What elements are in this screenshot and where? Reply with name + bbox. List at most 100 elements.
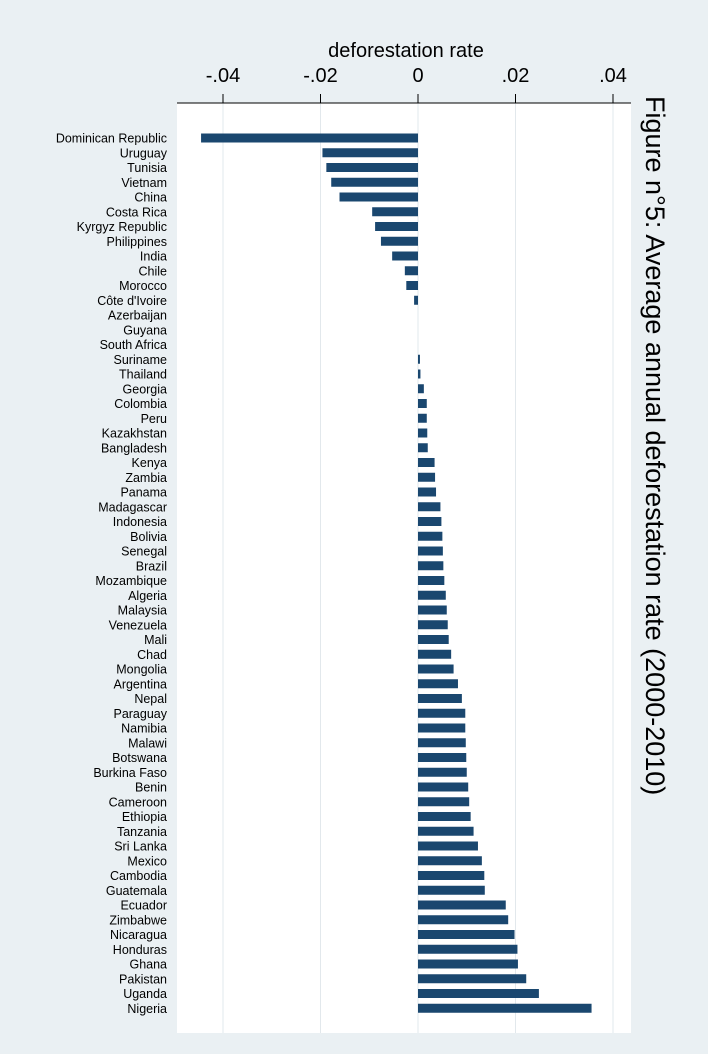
bar xyxy=(418,694,462,703)
bar xyxy=(418,576,445,585)
category-label: South Africa xyxy=(100,338,167,352)
bar xyxy=(418,1003,592,1013)
category-label: Pakistan xyxy=(119,972,167,986)
category-label: China xyxy=(134,191,167,205)
bar xyxy=(418,664,454,674)
bar xyxy=(418,826,474,836)
bar xyxy=(418,517,442,526)
category-label: Argentina xyxy=(113,677,167,691)
category-label: Peru xyxy=(141,412,167,426)
bar xyxy=(418,856,482,866)
category-label: Honduras xyxy=(113,943,167,957)
category-label: Madagascar xyxy=(98,500,167,514)
category-label: Kazakhstan xyxy=(102,427,167,441)
category-label: Namibia xyxy=(121,722,167,736)
category-label: Morocco xyxy=(119,279,167,293)
bar xyxy=(418,885,485,895)
category-label: Nicaragua xyxy=(110,928,167,942)
bar xyxy=(331,177,418,187)
category-label: Ghana xyxy=(129,958,167,972)
category-label: Benin xyxy=(135,781,167,795)
bar xyxy=(339,192,418,202)
category-label: Guatemala xyxy=(106,884,167,898)
category-labels: Dominican RepublicUruguayTunisiaVietnamC… xyxy=(56,132,168,1016)
category-label: Burkina Faso xyxy=(93,766,167,780)
bar xyxy=(404,266,418,276)
category-label: Zimbabwe xyxy=(109,913,167,927)
category-label: Dominican Republic xyxy=(56,132,167,146)
category-label: Nepal xyxy=(134,692,167,706)
category-label: Chad xyxy=(137,648,167,662)
bar xyxy=(418,812,471,821)
bars xyxy=(201,133,592,1013)
bar xyxy=(418,561,444,571)
category-label: Bolivia xyxy=(130,530,167,544)
bar xyxy=(418,841,478,851)
category-label: Mali xyxy=(144,633,167,647)
category-label: Brazil xyxy=(136,559,167,573)
category-label: Malaysia xyxy=(118,604,167,618)
category-label: Cameroon xyxy=(109,795,167,809)
bar xyxy=(418,959,518,969)
x-tick-label: .02 xyxy=(502,65,530,87)
bar xyxy=(418,620,448,630)
category-label: Ethiopia xyxy=(122,810,167,824)
x-tick-label: 0 xyxy=(412,65,423,87)
bar xyxy=(418,413,427,423)
category-label: Côte d'Ivoire xyxy=(97,294,167,308)
bar xyxy=(326,163,418,172)
bar xyxy=(418,753,467,762)
category-label: Zambia xyxy=(125,471,167,485)
bar xyxy=(418,531,443,541)
bar xyxy=(418,369,421,379)
bar xyxy=(418,767,467,777)
category-label: Ecuador xyxy=(120,899,167,913)
category-label: Thailand xyxy=(119,368,167,382)
category-label: Kenya xyxy=(132,456,167,470)
bar xyxy=(414,295,418,305)
x-axis-ticks: -.04 -.02 0 .02 .04 xyxy=(206,65,627,103)
bar xyxy=(418,354,420,364)
category-label: Botswana xyxy=(112,751,167,765)
category-label: Colombia xyxy=(114,397,167,411)
bar xyxy=(418,502,441,512)
category-label: Malawi xyxy=(128,736,167,750)
bar xyxy=(418,738,466,748)
category-label: Suriname xyxy=(114,353,168,367)
bar xyxy=(418,590,446,600)
figure-title: Figure n°5: Average annual deforestation… xyxy=(640,96,670,795)
x-tick-label: -.04 xyxy=(206,65,240,87)
bar xyxy=(418,472,436,482)
bar xyxy=(418,930,515,939)
bar xyxy=(372,207,418,217)
bar xyxy=(418,679,458,689)
category-label: Vietnam xyxy=(121,176,167,190)
category-label: Tunisia xyxy=(127,161,167,175)
category-label: Uganda xyxy=(123,987,167,1001)
bar xyxy=(418,797,470,807)
bar xyxy=(418,546,443,556)
bar xyxy=(418,900,506,910)
bar xyxy=(201,133,418,143)
x-axis-title: deforestation rate xyxy=(328,40,484,62)
bar xyxy=(418,443,428,453)
bar xyxy=(322,148,418,158)
bar xyxy=(418,944,518,954)
category-label: Kyrgyz Republic xyxy=(77,220,167,234)
bar xyxy=(418,974,527,984)
category-label: Senegal xyxy=(121,545,167,559)
x-tick-label: -.02 xyxy=(303,65,337,87)
category-label: Panama xyxy=(120,486,167,500)
category-label: Mozambique xyxy=(95,574,167,588)
bar xyxy=(418,384,424,394)
category-label: Venezuela xyxy=(109,618,167,632)
category-label: Nigeria xyxy=(127,1002,167,1016)
bar xyxy=(418,605,447,615)
bar xyxy=(418,635,449,644)
category-label: Philippines xyxy=(107,235,167,249)
bar xyxy=(418,723,466,733)
bar xyxy=(418,782,469,792)
category-label: Georgia xyxy=(123,382,168,396)
bar xyxy=(418,458,435,467)
